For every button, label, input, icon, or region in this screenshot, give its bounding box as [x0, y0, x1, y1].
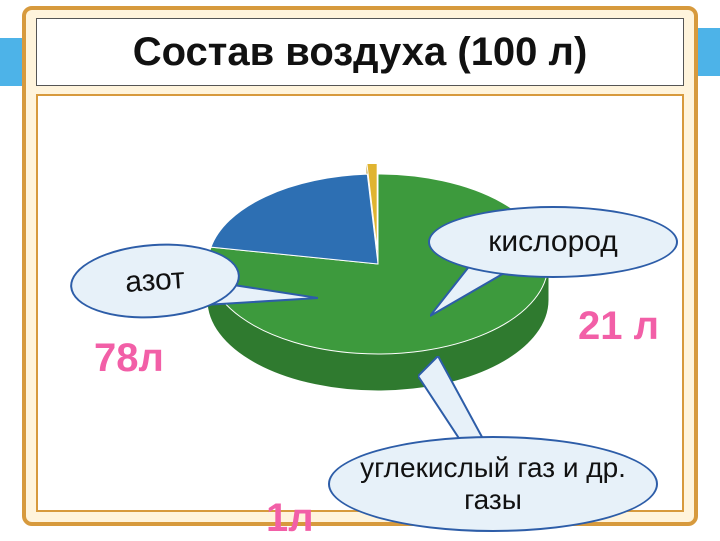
title-bar: Состав воздуха (100 л): [36, 18, 684, 86]
callout-kislorod: кислород: [428, 206, 678, 278]
callout-uglekis: углекислый газ и др. газы: [328, 436, 658, 532]
chart-panel: азот кислород углекислый газ и др. газы …: [36, 94, 684, 512]
outer-frame: Состав воздуха (100 л) азот кислород угл…: [22, 6, 698, 526]
callout-kislorod-label: кислород: [488, 225, 618, 260]
callout-azot-label: азот: [124, 262, 186, 301]
value-azot: 78л: [94, 336, 164, 381]
callout-uglekis-label: углекислый газ и др. газы: [340, 452, 646, 516]
value-uglekis: 1л: [266, 496, 314, 541]
value-kislorod: 21 л: [578, 304, 659, 349]
chart-title: Состав воздуха (100 л): [133, 30, 588, 75]
